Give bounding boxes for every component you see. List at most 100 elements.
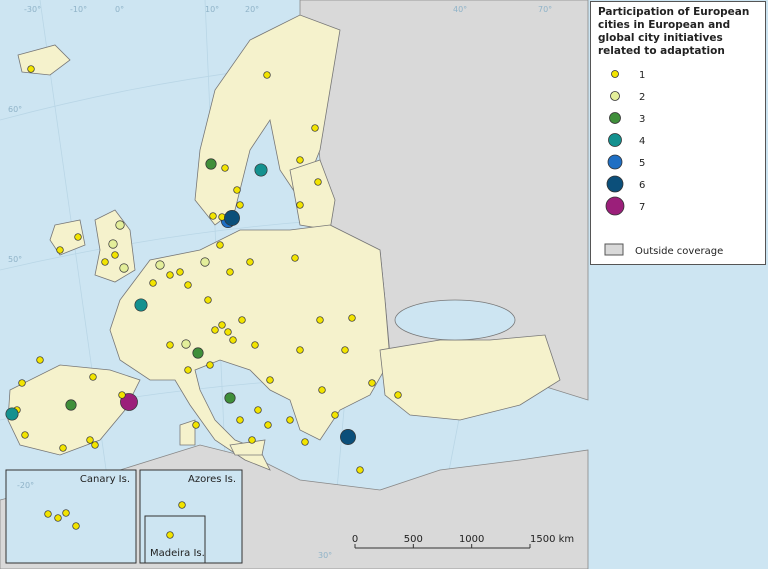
city-dot [166,531,174,539]
city-dot [65,399,77,411]
city-dot [178,501,186,509]
legend-label: 4 [639,136,645,147]
city-dot [296,156,304,164]
city-dot [233,186,241,194]
cities [5,65,402,539]
graticule-label: -30° [24,5,41,14]
graticule-label: 10° [205,5,219,14]
city-dot [316,316,324,324]
city-dot [89,373,97,381]
legend-label: 5 [639,158,645,169]
city-dot [101,258,109,266]
graticule-label: 40° [453,5,467,14]
city-dot [224,328,232,336]
graticule-label: 60° [8,105,22,114]
city-dot [54,514,62,522]
city-dot [204,296,212,304]
city-dot [72,522,80,530]
city-dot [224,210,240,226]
city-dot [286,416,294,424]
city-dot [263,71,271,79]
legend-symbol [610,91,620,101]
inset-label: Canary Is. [80,474,130,485]
legend-symbol [609,112,621,124]
scale-bar: 0 500 1000 1500 km [352,534,574,549]
city-dot [314,178,322,186]
city-dot [254,406,262,414]
city-dot [166,271,174,279]
city-dot [36,356,44,364]
city-dot [331,411,339,419]
legend-symbol [606,175,624,193]
city-dot [340,429,356,445]
city-dot [236,201,244,209]
city-dot [221,164,229,172]
city-dot [44,510,52,518]
city-dot [21,431,29,439]
legend-title: Participation of European cities in Euro… [598,6,750,57]
graticule-label: -20° [17,481,34,490]
city-dot [248,436,256,444]
city-dot [251,341,259,349]
city-dot [134,298,148,312]
city-dot [254,163,268,177]
scale-label: 1500 km [530,534,574,545]
city-dot [91,441,99,449]
city-dot [301,438,309,446]
city-dot [394,391,402,399]
city-dot [224,392,236,404]
graticule-label: 0° [115,5,124,14]
scale-label: 1000 [459,534,484,545]
legend-symbol [611,70,619,78]
scale-label: 0 [352,534,358,545]
city-dot [5,407,19,421]
city-dot [192,421,200,429]
legend-symbol [607,154,623,170]
city-dot [296,201,304,209]
inset-label: Madeira Is. [150,548,205,559]
legend-label: 1 [639,70,645,81]
legend-label: 7 [639,202,645,213]
city-dot [74,233,82,241]
city-dot [184,281,192,289]
city-dot [348,314,356,322]
city-dot [176,268,184,276]
city-dot [184,366,192,374]
city-dot [155,260,165,270]
city-dot [18,379,26,387]
city-dot [115,220,125,230]
city-dot [200,257,210,267]
city-dot [236,416,244,424]
city-dot [181,339,191,349]
city-dot [209,212,217,220]
city-dot [368,379,376,387]
city-dot [216,241,224,249]
city-dot [311,124,319,132]
city-dot [341,346,349,354]
city-dot [211,326,219,334]
city-dot [119,263,129,273]
city-dot [356,466,364,474]
city-dot [62,509,70,517]
graticule-label: 70° [538,5,552,14]
city-dot [226,268,234,276]
city-dot [291,254,299,262]
legend-symbol [605,196,625,216]
city-dot [229,336,237,344]
city-dot [120,393,138,411]
legend-symbol [608,133,622,147]
legend: Participation of European cities in Euro… [590,1,766,265]
city-dot [296,346,304,354]
scale-label: 500 [404,534,423,545]
city-dot [86,436,94,444]
city-dot [206,361,214,369]
legend-label: 6 [639,180,645,191]
city-dot [266,376,274,384]
inset-label: Azores Is. [188,474,236,485]
legend-label: 2 [639,92,645,103]
legend-label: 3 [639,114,645,125]
city-dot [111,251,119,259]
city-dot [27,65,35,73]
